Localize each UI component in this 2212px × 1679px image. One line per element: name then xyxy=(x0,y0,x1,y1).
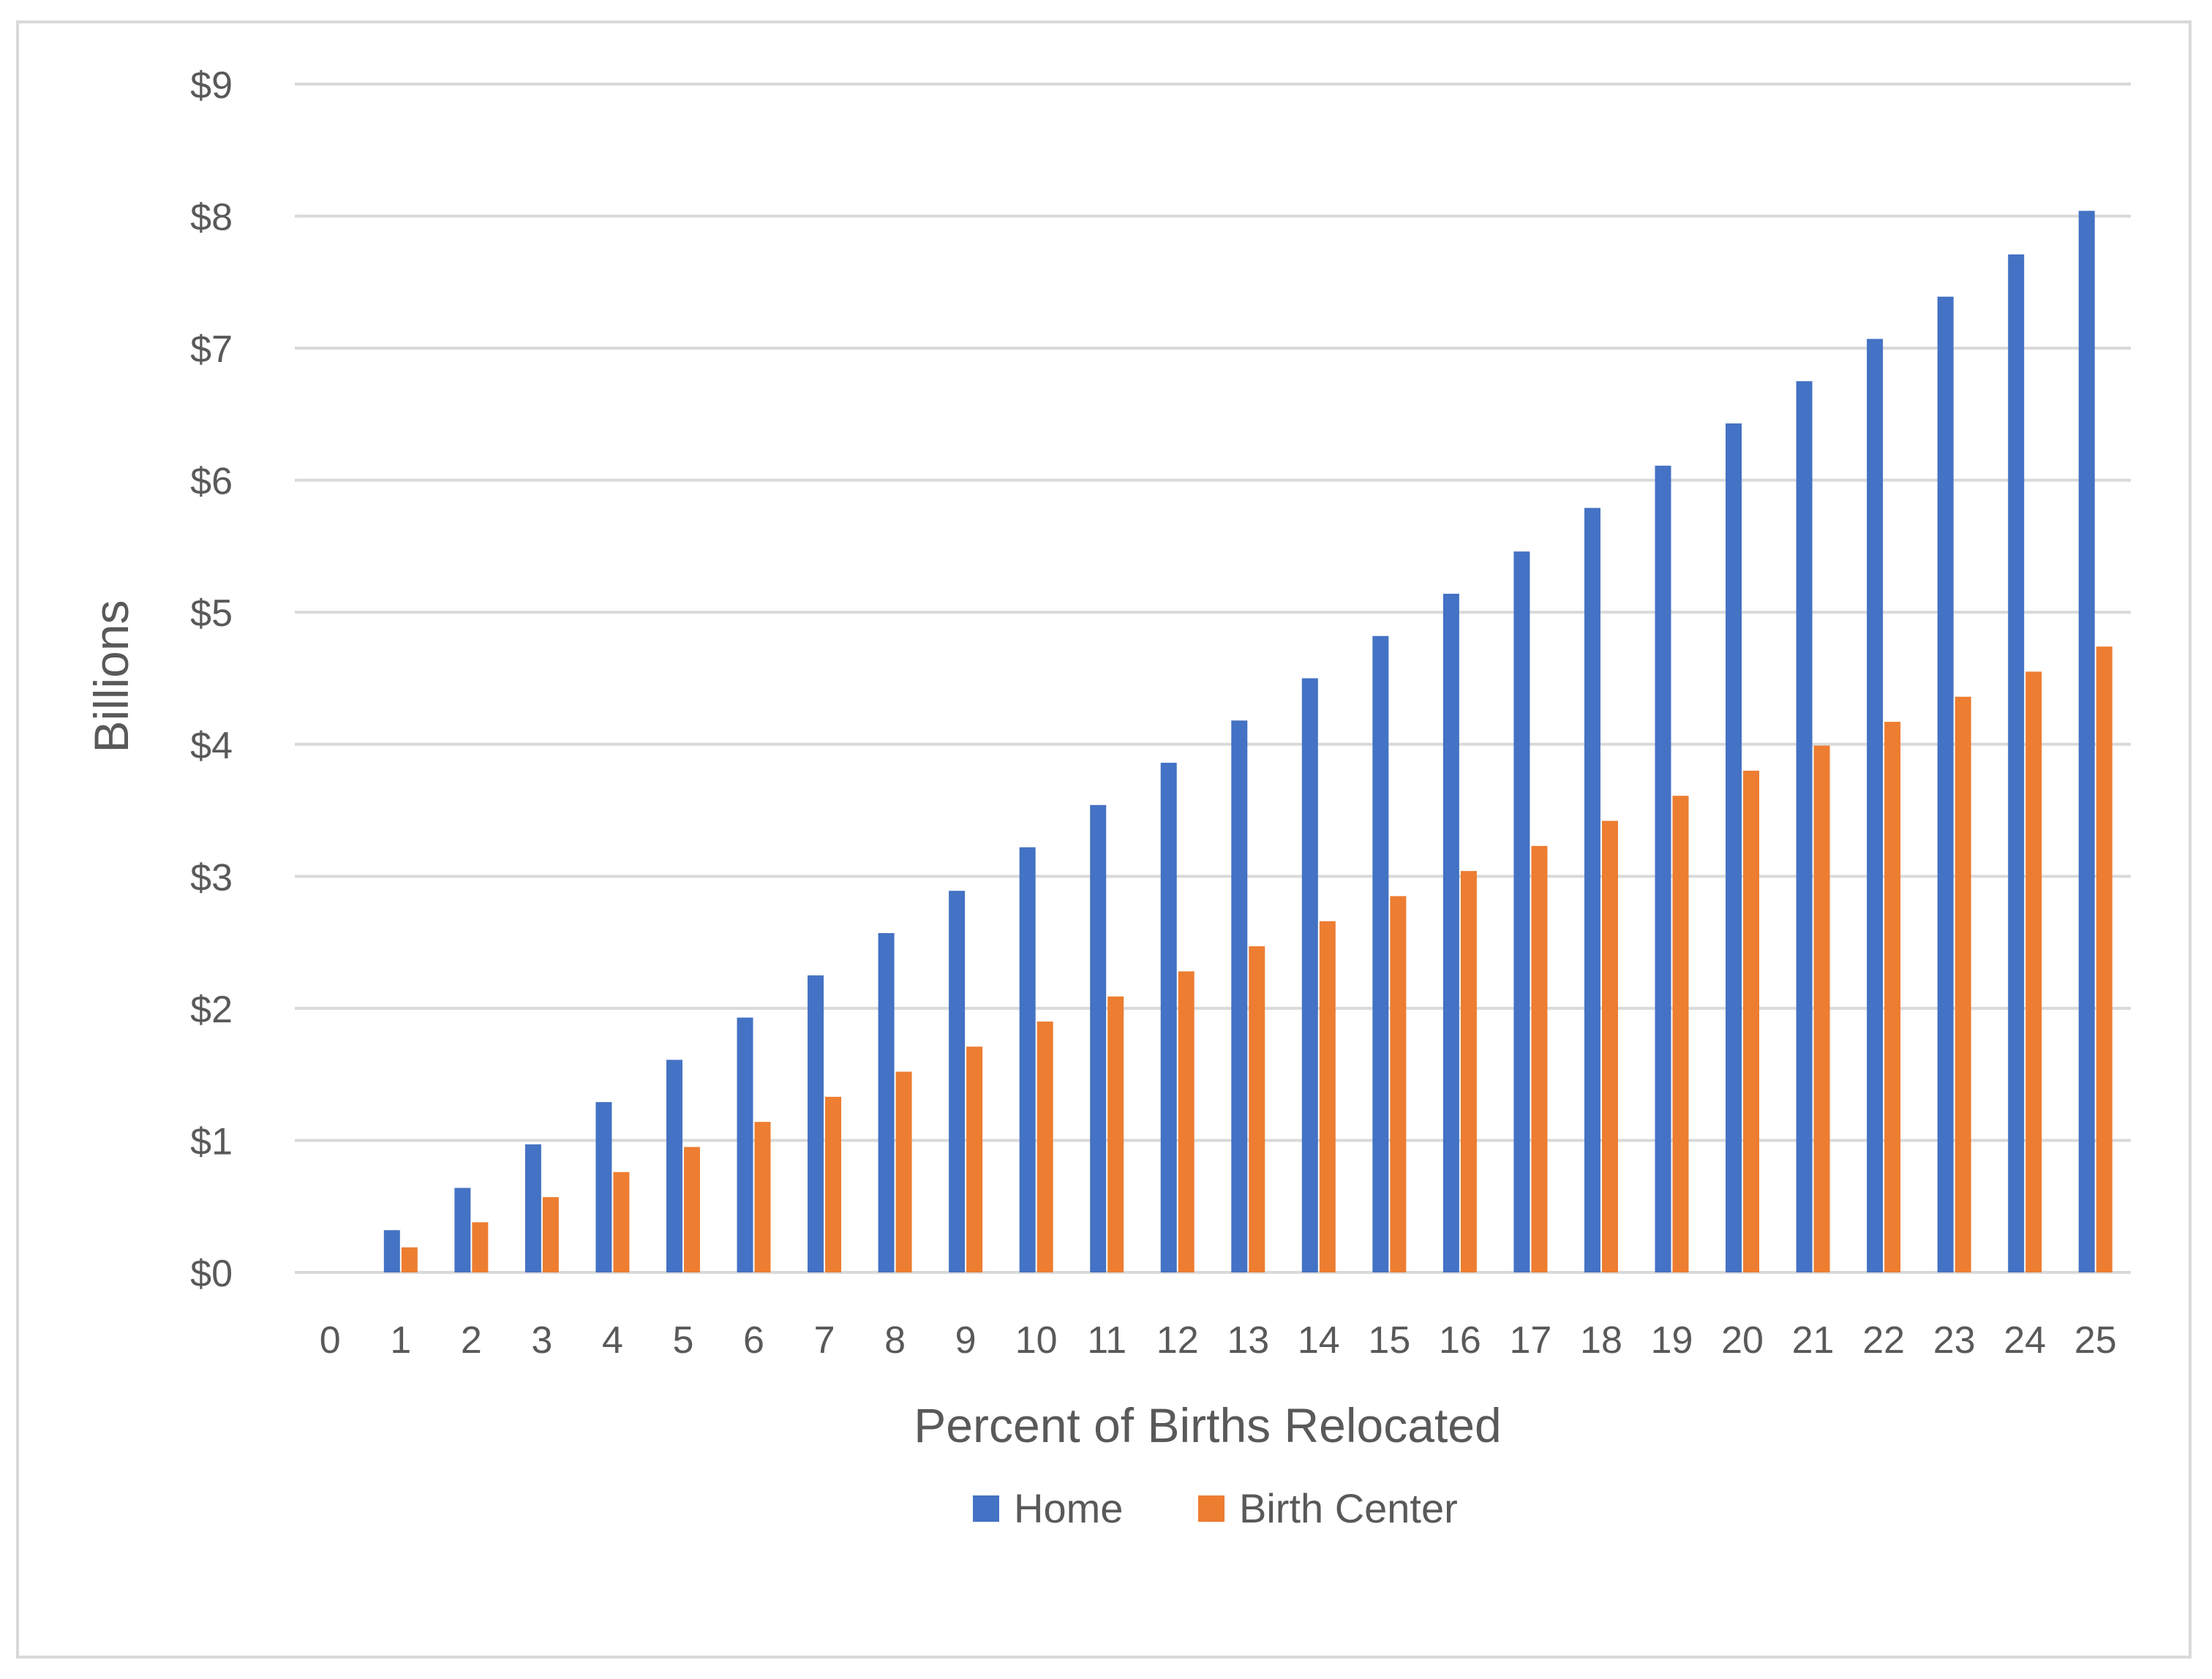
bar-home-16 xyxy=(1442,593,1459,1272)
bar-birth-center-24 xyxy=(2025,671,2042,1272)
bar-home-4 xyxy=(595,1102,612,1272)
bar-birth-center-19 xyxy=(1672,796,1689,1272)
bar-birth-center-21 xyxy=(1813,745,1830,1272)
x-tick-label: 21 xyxy=(1792,1319,1835,1362)
x-tick-label: 20 xyxy=(1721,1319,1764,1362)
legend: Home Birth Center xyxy=(973,1485,1458,1531)
bar-birth-center-13 xyxy=(1249,946,1265,1272)
bar-home-7 xyxy=(808,975,824,1272)
bar-birth-center-8 xyxy=(895,1071,912,1272)
x-tick-label: 22 xyxy=(1862,1319,1905,1362)
x-tick-label: 5 xyxy=(673,1319,694,1362)
bar-birth-center-4 xyxy=(613,1171,630,1272)
bar-birth-center-1 xyxy=(401,1247,418,1272)
bar-home-14 xyxy=(1301,678,1318,1272)
x-tick-label: 16 xyxy=(1439,1319,1481,1362)
bar-home-1 xyxy=(383,1230,400,1272)
x-tick-label: 14 xyxy=(1298,1319,1340,1362)
bar-birth-center-5 xyxy=(683,1147,700,1272)
bar-home-10 xyxy=(1019,847,1036,1272)
bar-birth-center-9 xyxy=(966,1046,983,1272)
x-tick-label: 4 xyxy=(602,1319,623,1362)
bar-home-21 xyxy=(1796,381,1813,1272)
x-tick-label: 11 xyxy=(1087,1319,1126,1362)
x-tick-label: 3 xyxy=(531,1319,552,1362)
y-tick-label: $8 xyxy=(190,197,233,239)
bar-home-13 xyxy=(1231,720,1248,1272)
x-tick-label: 23 xyxy=(1933,1319,1976,1362)
bar-home-12 xyxy=(1160,763,1177,1272)
bar-home-17 xyxy=(1513,551,1530,1272)
bar-home-5 xyxy=(666,1060,682,1272)
legend-swatch-birth-center xyxy=(1198,1495,1224,1522)
bar-home-22 xyxy=(1867,339,1884,1273)
legend-swatch-home xyxy=(973,1495,999,1522)
legend-label-home: Home xyxy=(1014,1485,1123,1531)
x-tick-label: 12 xyxy=(1156,1319,1199,1362)
y-tick-label: $1 xyxy=(190,1120,233,1163)
x-tick-label: 13 xyxy=(1227,1319,1269,1362)
bar-birth-center-6 xyxy=(754,1122,771,1272)
bar-birth-center-14 xyxy=(1319,921,1336,1272)
bar-birth-center-17 xyxy=(1531,845,1548,1272)
bar-birth-center-23 xyxy=(1955,696,1971,1272)
x-axis-tick-labels: 0 1 2 3 4 5 6 7 8 9 10 11 12 13 14 15 16 17 18 19 20 21 22 23 24… xyxy=(320,1319,2117,1362)
y-tick-label: $5 xyxy=(190,592,233,635)
bar-birth-center-16 xyxy=(1460,871,1477,1272)
x-tick-label: 7 xyxy=(814,1319,835,1362)
bar-birth-center-11 xyxy=(1107,996,1124,1272)
bar-birth-center-22 xyxy=(1884,722,1901,1272)
bars xyxy=(383,211,2113,1273)
x-tick-label: 18 xyxy=(1580,1319,1622,1362)
y-tick-label: $6 xyxy=(190,461,233,503)
bar-birth-center-10 xyxy=(1037,1021,1053,1272)
bar-home-9 xyxy=(949,891,966,1272)
bar-home-23 xyxy=(1937,296,1954,1272)
x-axis-title: Percent of Births Relocated xyxy=(914,1398,1501,1452)
bar-birth-center-2 xyxy=(472,1222,489,1272)
x-tick-label: 6 xyxy=(743,1319,764,1362)
x-tick-label: 1 xyxy=(390,1319,411,1362)
x-tick-label: 0 xyxy=(320,1319,341,1362)
bar-birth-center-15 xyxy=(1390,896,1407,1272)
y-axis-title: Billions xyxy=(84,600,138,752)
x-tick-label: 10 xyxy=(1015,1319,1058,1362)
bar-home-24 xyxy=(2008,254,2025,1273)
bar-home-2 xyxy=(454,1188,471,1272)
x-tick-label: 9 xyxy=(955,1319,977,1362)
bar-home-8 xyxy=(878,932,895,1272)
y-tick-label: $9 xyxy=(190,64,233,107)
x-tick-label: 15 xyxy=(1368,1319,1410,1362)
bar-home-6 xyxy=(737,1017,753,1272)
bar-home-20 xyxy=(1726,423,1742,1272)
bar-home-19 xyxy=(1655,465,1671,1272)
bar-birth-center-12 xyxy=(1178,971,1195,1272)
bar-home-11 xyxy=(1090,804,1107,1272)
x-tick-label: 2 xyxy=(461,1319,482,1362)
y-tick-label: $2 xyxy=(190,989,233,1031)
bar-birth-center-20 xyxy=(1743,770,1760,1272)
y-tick-label: $3 xyxy=(190,856,233,899)
x-tick-label: 25 xyxy=(2074,1319,2117,1362)
bar-home-3 xyxy=(524,1144,541,1272)
bar-birth-center-25 xyxy=(2096,646,2113,1272)
bar-birth-center-3 xyxy=(542,1197,559,1272)
x-tick-label: 8 xyxy=(884,1319,906,1362)
gridlines xyxy=(295,83,2131,1274)
bar-birth-center-18 xyxy=(1601,820,1618,1272)
bar-home-15 xyxy=(1372,635,1389,1272)
y-tick-label: $4 xyxy=(190,725,233,767)
x-tick-label: 19 xyxy=(1651,1319,1693,1362)
y-tick-label: $0 xyxy=(190,1253,233,1295)
bar-home-25 xyxy=(2078,211,2095,1272)
y-tick-label: $7 xyxy=(190,328,233,371)
bar-home-18 xyxy=(1584,508,1600,1273)
legend-label-birth-center: Birth Center xyxy=(1239,1485,1458,1531)
bar-birth-center-7 xyxy=(825,1096,842,1272)
x-tick-label: 17 xyxy=(1510,1319,1552,1362)
y-axis-tick-labels: $0 $1 $2 $3 $4 $5 $6 $7 $8 $9 xyxy=(190,64,233,1295)
x-tick-label: 24 xyxy=(2004,1319,2046,1362)
